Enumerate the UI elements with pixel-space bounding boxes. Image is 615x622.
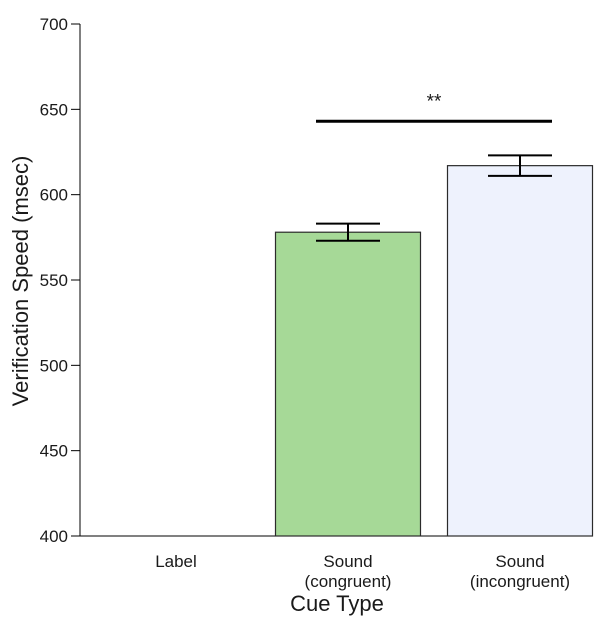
y-axis-title: Verification Speed (msec) <box>8 156 33 407</box>
y-tick-label: 700 <box>40 15 68 34</box>
x-tick-label-1: Sound (congruent) <box>305 552 392 591</box>
x-axis-title: Cue Type <box>290 591 384 616</box>
y-tick-label: 600 <box>40 186 68 205</box>
significance-annotation: ** <box>316 91 552 123</box>
y-tick-label: 650 <box>40 100 68 119</box>
y-tick-label: 450 <box>40 442 68 461</box>
bars <box>274 165 594 537</box>
significance-label: ** <box>427 91 442 112</box>
y-tick-label: 400 <box>40 527 68 546</box>
bar-2 <box>446 165 594 537</box>
x-tick-label-0: Label <box>155 552 197 571</box>
y-tick-label: 550 <box>40 271 68 290</box>
error-bars <box>316 154 552 242</box>
y-axis: 400 450 500 550 600 650 700 <box>40 15 81 546</box>
x-tick-label-2: Sound (incongruent) <box>470 552 570 591</box>
y-tick-label: 500 <box>40 356 68 375</box>
bar-1 <box>274 231 422 537</box>
category-labels: Label Sound (congruent) Sound (incongruent) <box>155 552 570 591</box>
